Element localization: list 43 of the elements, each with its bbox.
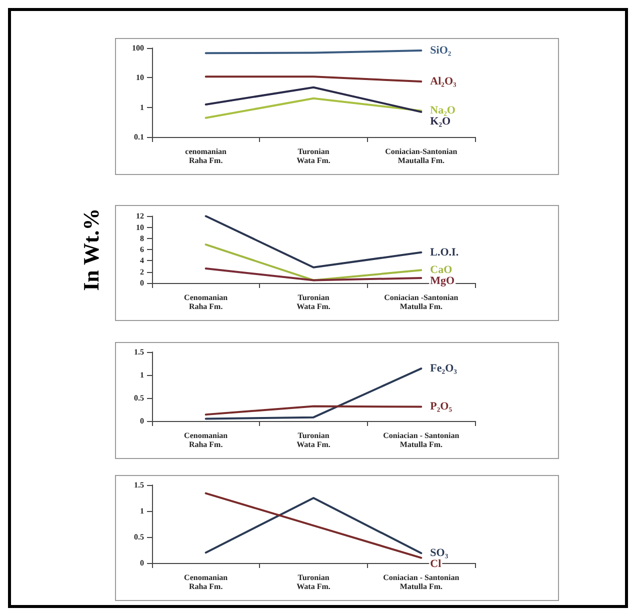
series-label: SiO₂ xyxy=(430,44,452,57)
y-tick-label: 0.5 xyxy=(134,394,144,402)
series-label: Cl xyxy=(430,558,442,570)
y-axis-title: In Wt.% xyxy=(78,208,104,291)
y-tick-label: 1 xyxy=(140,370,144,380)
series-label: L.O.I. xyxy=(430,246,459,258)
y-tick-label: 0.5 xyxy=(134,532,144,542)
y-tick-label: 100 xyxy=(132,44,144,52)
y-tick-label: 1.5 xyxy=(134,480,144,490)
x-tick-label: Turonian Wata Fm. xyxy=(296,573,330,591)
x-tick-label: Coniacian - Santonian Matulla Fm. xyxy=(383,573,460,591)
y-tick-label: 0.1 xyxy=(134,132,144,142)
x-tick-label: Turonian Wata Fm. xyxy=(296,147,330,165)
x-tick-label: Coniacian-Santonian Mautalla Fm. xyxy=(385,147,458,165)
x-tick-label: Turonian Wata Fm. xyxy=(296,431,330,449)
series-label: Al₂O₃ xyxy=(430,76,458,88)
y-tick-label: 10 xyxy=(136,222,144,232)
y-tick-label: 10 xyxy=(136,73,144,82)
x-tick-label: Coniacian - Santonian Matulla Fm. xyxy=(383,431,460,449)
x-tick-label: Turonian Wata Fm. xyxy=(296,293,330,311)
series-label: CaO xyxy=(430,264,453,276)
x-tick-label: cenomanian Raha Fm. xyxy=(185,147,228,165)
y-tick-label: 2 xyxy=(140,267,144,276)
y-tick-label: 4 xyxy=(140,256,144,266)
y-tick-label: 1 xyxy=(140,506,144,516)
series-label: Na₂O xyxy=(430,104,456,117)
series-label: SO₃ xyxy=(430,547,449,560)
series-label: Fe₂O₃ xyxy=(430,362,458,375)
x-tick-label: Cenomanian Raha Fm. xyxy=(184,573,228,591)
series-label: MgO xyxy=(430,275,456,288)
series-label: P₂O₅ xyxy=(430,400,453,413)
y-tick-label: 0 xyxy=(140,278,144,288)
y-tick-label: 12 xyxy=(136,212,144,221)
x-tick-label: Cenomanian Raha Fm. xyxy=(184,293,228,311)
y-tick-label: 8 xyxy=(140,234,144,243)
y-tick-label: 0 xyxy=(140,558,144,568)
x-tick-label: Coniacian -Santonian Matulla Fm. xyxy=(384,293,459,311)
series-label: K₂O xyxy=(430,116,452,128)
y-tick-label: 1.5 xyxy=(134,348,144,356)
y-tick-label: 1 xyxy=(140,102,144,112)
x-tick-label: Cenomanian Raha Fm. xyxy=(184,431,228,449)
y-tick-label: 6 xyxy=(140,245,144,254)
y-tick-label: 0 xyxy=(140,416,144,426)
